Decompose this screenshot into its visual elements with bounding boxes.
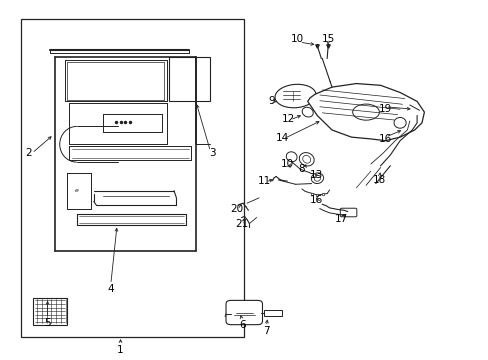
FancyBboxPatch shape: [340, 208, 356, 217]
Text: 10: 10: [280, 159, 293, 169]
FancyBboxPatch shape: [225, 300, 262, 325]
Text: 9: 9: [267, 96, 274, 107]
Text: 10: 10: [290, 34, 303, 44]
Ellipse shape: [352, 104, 379, 120]
Text: 13: 13: [309, 170, 323, 180]
Text: 6: 6: [238, 320, 245, 330]
Ellipse shape: [299, 153, 313, 166]
Text: 1: 1: [117, 345, 123, 355]
Bar: [21, 19, 244, 337]
Text: 14: 14: [275, 133, 288, 143]
Polygon shape: [307, 84, 424, 141]
Ellipse shape: [393, 117, 406, 128]
Ellipse shape: [311, 173, 323, 184]
Text: 19: 19: [378, 104, 391, 113]
Text: 11: 11: [257, 176, 270, 186]
Ellipse shape: [302, 107, 313, 117]
Text: 12: 12: [281, 114, 294, 124]
Text: 21: 21: [234, 219, 248, 229]
Text: 2: 2: [25, 148, 31, 158]
Text: 15: 15: [321, 34, 334, 44]
Text: 20: 20: [230, 203, 243, 213]
Bar: [264, 310, 282, 316]
Text: 7: 7: [263, 326, 269, 336]
Ellipse shape: [285, 152, 296, 162]
Text: 17: 17: [334, 214, 347, 224]
Text: 4: 4: [107, 284, 114, 294]
Text: e: e: [75, 188, 79, 193]
Ellipse shape: [274, 84, 315, 108]
Text: 16: 16: [378, 134, 391, 144]
Polygon shape: [169, 57, 210, 102]
Text: 18: 18: [372, 175, 386, 185]
Ellipse shape: [314, 175, 320, 181]
Text: 16: 16: [309, 195, 323, 204]
Text: 8: 8: [298, 164, 305, 174]
Text: 5: 5: [44, 318, 51, 328]
Bar: [33, 298, 67, 325]
Ellipse shape: [302, 156, 310, 163]
Text: 3: 3: [209, 148, 216, 158]
